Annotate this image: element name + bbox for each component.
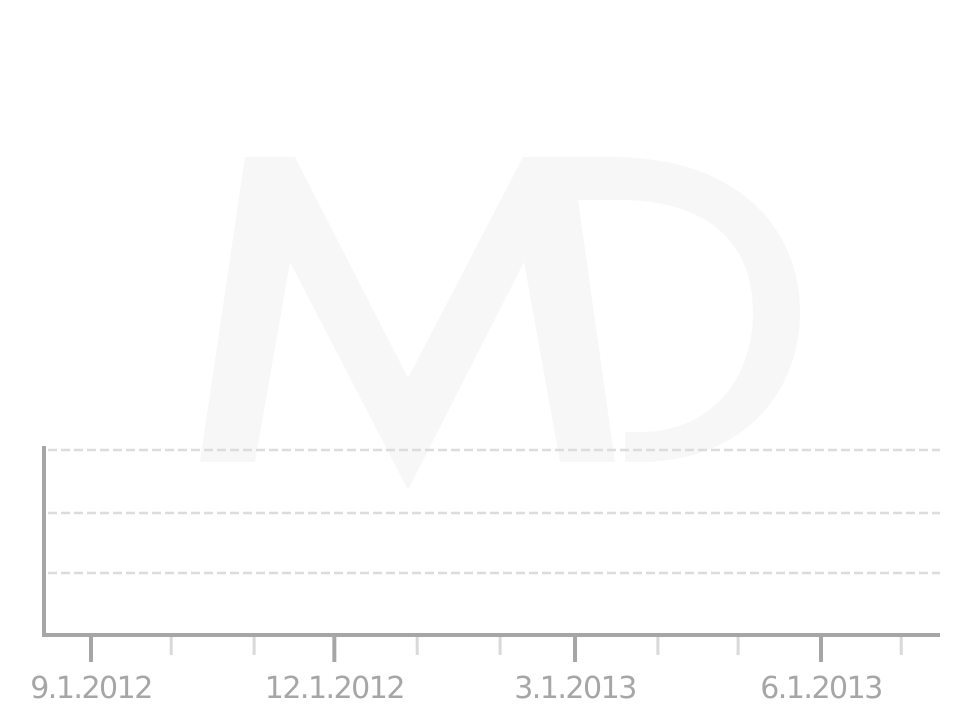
x-tick-label: 3.1.2013 (514, 671, 636, 706)
gridlines (48, 448, 940, 575)
x-major-ticks (89, 637, 823, 662)
x-tick-label: 6.1.2013 (760, 671, 882, 706)
watermark-logo (200, 157, 800, 490)
x-minor-ticks (169, 637, 903, 655)
x-tick-label: 9.1.2012 (30, 671, 152, 706)
x-tick-label: 12.1.2012 (265, 671, 404, 706)
watermark-letter-m (200, 157, 615, 490)
x-tick-labels: 9.1.2012 12.1.2012 3.1.2013 6.1.2013 (30, 671, 883, 706)
watermark-letter-d (570, 157, 800, 462)
